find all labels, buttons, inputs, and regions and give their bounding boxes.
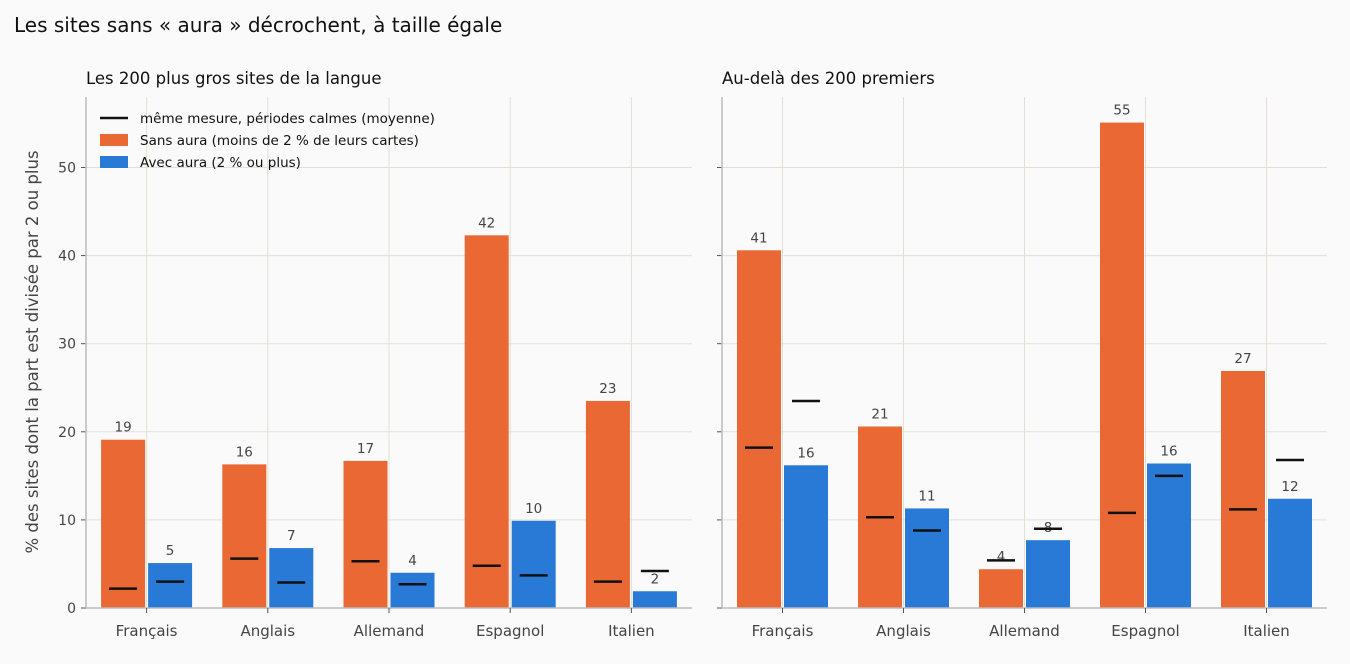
bar-value-label: 17 <box>357 441 374 457</box>
panel-1: Les 200 plus gros sites de la langue 0 10 2… <box>58 69 692 640</box>
bar-value-label: 7 <box>287 528 296 544</box>
bar-value-label: 41 <box>750 230 767 246</box>
bar-value-label: 2 <box>651 571 660 587</box>
x-tick-label: Italien <box>608 622 655 640</box>
bar-avec-aura <box>148 563 193 608</box>
legend-item-baseline: même mesure, périodes calmes (moyenne) <box>140 111 435 127</box>
legend-item-avec-aura: Avec aura (2 % ou plus) <box>140 155 301 171</box>
y-axis-label: % des sites dont la part est divisée par… <box>23 150 42 553</box>
bar-avec-aura <box>390 572 435 608</box>
bar-sans-aura <box>979 569 1023 608</box>
bar-avec-aura <box>269 548 314 608</box>
panel-title: Au-delà des 200 premiers <box>722 69 935 88</box>
y-tick-label: 40 <box>58 249 76 265</box>
bar-sans-aura <box>101 439 146 608</box>
bar-avec-aura <box>784 465 828 608</box>
bar-value-label: 12 <box>1281 479 1298 495</box>
x-tick-label: Français <box>752 622 814 640</box>
bar-sans-aura <box>1221 371 1265 608</box>
x-tick-label: Espagnol <box>1111 622 1179 640</box>
bar-avec-aura <box>1147 463 1191 608</box>
figure-title: Les sites sans « aura » décrochent, à ta… <box>14 13 502 37</box>
bar-sans-aura <box>343 460 388 608</box>
bar-value-label: 19 <box>115 420 132 436</box>
bar-avec-aura <box>511 520 556 608</box>
x-tick-label: Allemand <box>354 622 425 640</box>
y-tick-label: 50 <box>58 160 76 176</box>
bar-value-label: 4 <box>997 549 1006 565</box>
bar-value-label: 4 <box>408 553 417 569</box>
bar-value-label: 16 <box>236 444 253 460</box>
bar-value-label: 16 <box>797 445 814 461</box>
bar-value-label: 55 <box>1113 103 1130 119</box>
bar-avec-aura <box>905 508 949 608</box>
bar-sans-aura <box>222 464 267 608</box>
bar-sans-aura <box>737 250 781 609</box>
x-tick-label: Anglais <box>876 622 931 640</box>
bar-value-label: 21 <box>871 407 888 423</box>
y-tick-label: 20 <box>58 425 76 441</box>
y-tick-label: 10 <box>58 513 76 529</box>
bar-value-label: 42 <box>478 215 495 231</box>
bar-avec-aura <box>1268 498 1312 608</box>
x-tick-label: Français <box>116 622 178 640</box>
legend-item-sans-aura: Sans aura (moins de 2 % de leurs cartes) <box>140 133 419 149</box>
x-tick-label: Allemand <box>989 622 1060 640</box>
y-tick-label: 30 <box>58 337 76 353</box>
bar-avec-aura <box>632 591 677 608</box>
bar-value-label: 11 <box>918 488 935 504</box>
bar-value-label: 5 <box>166 543 175 559</box>
bar-sans-aura <box>1100 122 1144 609</box>
bar-sans-aura <box>585 400 630 608</box>
x-tick-label: Espagnol <box>476 622 544 640</box>
legend-swatch <box>100 156 128 168</box>
legend: même mesure, périodes calmes (moyenne) Sa… <box>100 111 435 171</box>
bar-value-label: 16 <box>1160 444 1177 460</box>
panel-title: Les 200 plus gros sites de la langue <box>86 69 382 88</box>
legend-swatch <box>100 134 128 146</box>
x-tick-label: Italien <box>1243 622 1290 640</box>
bar-avec-aura <box>1026 540 1070 608</box>
bar-value-label: 27 <box>1234 351 1251 367</box>
bar-sans-aura <box>464 235 509 608</box>
bar-value-label: 23 <box>599 381 616 397</box>
bar-value-label: 10 <box>525 501 542 517</box>
x-tick-label: Anglais <box>240 622 295 640</box>
y-tick-label: 0 <box>67 601 76 617</box>
panel-2: Au-delà des 200 premiers4121455271611816… <box>717 69 1327 640</box>
